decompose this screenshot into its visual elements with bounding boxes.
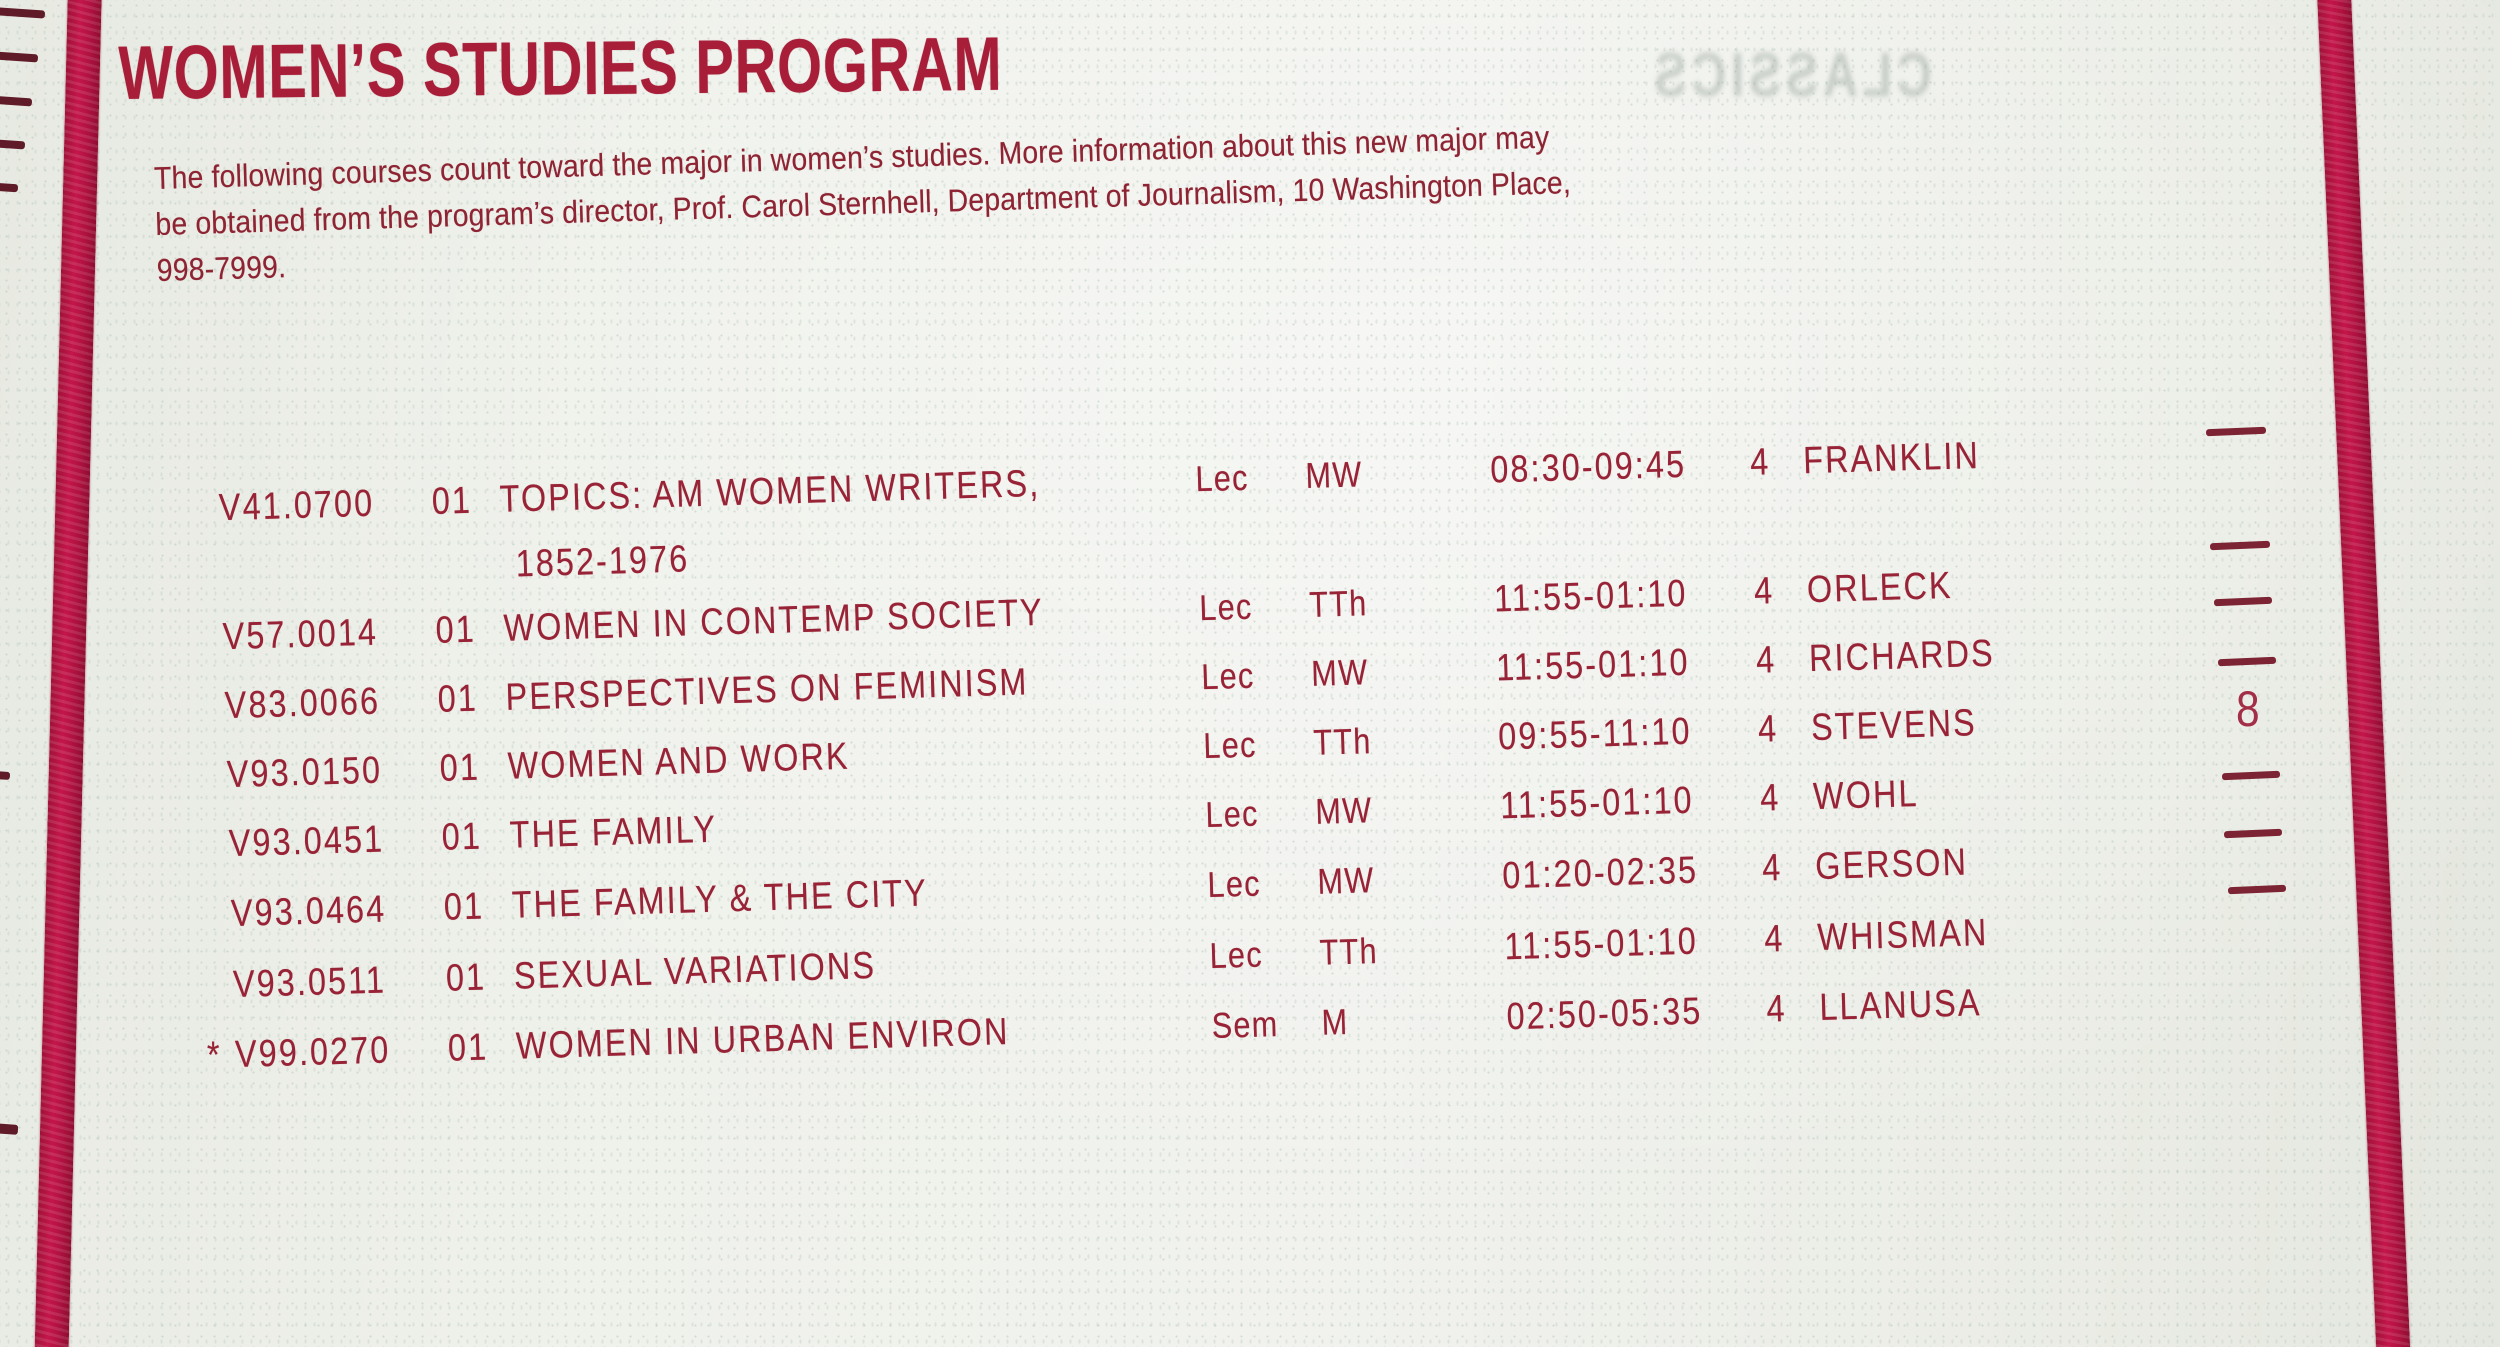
course-time: 09:55-11:10 <box>1497 710 1693 759</box>
course-type: Lec <box>1206 862 1262 906</box>
course-type: Lec <box>1209 933 1264 977</box>
course-time: 11:55-01:10 <box>1495 641 1691 690</box>
course-type: Lec <box>1200 654 1256 698</box>
course-time: 01:20-02:35 <box>1501 849 1699 898</box>
left-edge-tick <box>0 1123 19 1135</box>
course-type: Sem <box>1211 1003 1280 1047</box>
page-number: 8 <box>2236 681 2260 737</box>
course-time: 11:55-01:10 <box>1503 920 1699 969</box>
course-title: PERSPECTIVES ON FEMINISM <box>505 661 1030 719</box>
course-instructor: ORLECK <box>1806 564 1954 612</box>
course-time: 11:55-01:10 <box>1493 572 1689 621</box>
course-instructor: FRANKLIN <box>1802 435 1981 483</box>
course-section: 01 <box>435 608 477 652</box>
course-title: TOPICS: AM WOMEN WRITERS, <box>499 462 1041 521</box>
left-edge-tick <box>0 767 11 781</box>
course-title-line2: 1852-1976 <box>515 538 690 586</box>
course-section: 01 <box>445 956 487 1000</box>
course-section: 01 <box>437 677 479 721</box>
course-credits: 4 <box>1765 987 1788 1031</box>
course-days: TTh <box>1318 930 1379 973</box>
course-code: V93.0464 <box>230 888 387 936</box>
course-section: 01 <box>447 1026 489 1070</box>
course-instructor: WHISMAN <box>1816 911 1989 960</box>
course-code: V93.0451 <box>228 818 385 866</box>
course-instructor: LLANUSA <box>1818 982 1983 1030</box>
course-days: TTh <box>1312 720 1373 763</box>
course-section: 01 <box>443 885 485 929</box>
course-time: 08:30-09:45 <box>1489 443 1687 492</box>
course-credits: 4 <box>1755 639 1777 682</box>
course-type: Lec <box>1204 792 1260 836</box>
course-title: WOMEN IN CONTEMP SOCIETY <box>503 591 1045 650</box>
course-type: Lec <box>1202 723 1258 767</box>
course-days: MW <box>1304 453 1363 497</box>
course-instructor: STEVENS <box>1810 702 1978 750</box>
course-star-marker: * <box>206 1034 223 1077</box>
course-days: MW <box>1314 789 1373 832</box>
intro-paragraph: The following courses count toward the m… <box>153 108 1730 293</box>
course-days: TTh <box>1308 582 1369 625</box>
course-title: WOMEN AND WORK <box>507 735 851 788</box>
course-credits: 4 <box>1759 777 1781 820</box>
course-section: 01 <box>441 815 483 859</box>
course-time: 02:50-05:35 <box>1505 990 1703 1039</box>
course-instructor: GERSON <box>1814 841 1969 889</box>
course-type: Lec <box>1194 456 1250 500</box>
course-credits: 4 <box>1749 441 1771 484</box>
course-days: MW <box>1310 651 1369 694</box>
course-code: V99.0270 <box>234 1029 392 1077</box>
course-instructor: WOHL <box>1812 772 1920 819</box>
course-days: MW <box>1316 859 1375 902</box>
course-credits: 4 <box>1753 570 1775 613</box>
course-time: 11:55-01:10 <box>1499 779 1695 828</box>
course-days: M <box>1321 1000 1350 1043</box>
course-credits: 4 <box>1757 708 1779 751</box>
course-section: 01 <box>439 746 481 790</box>
course-type: Lec <box>1198 585 1254 629</box>
course-title: THE FAMILY <box>509 808 718 857</box>
course-code: V57.0014 <box>222 611 379 659</box>
course-credits: 4 <box>1763 918 1786 961</box>
course-instructor: RICHARDS <box>1808 632 1996 681</box>
course-section: 01 <box>431 479 473 523</box>
course-title: WOMEN IN URBAN ENVIRON <box>515 1011 1011 1068</box>
course-code: V93.0150 <box>226 749 383 797</box>
course-title: SEXUAL VARIATIONS <box>513 944 877 998</box>
course-code: V83.0066 <box>224 680 381 728</box>
course-credits: 4 <box>1761 847 1784 890</box>
course-code: V41.0700 <box>218 482 375 530</box>
course-title: THE FAMILY & THE CITY <box>511 872 929 927</box>
course-code: V93.0511 <box>232 959 387 1007</box>
